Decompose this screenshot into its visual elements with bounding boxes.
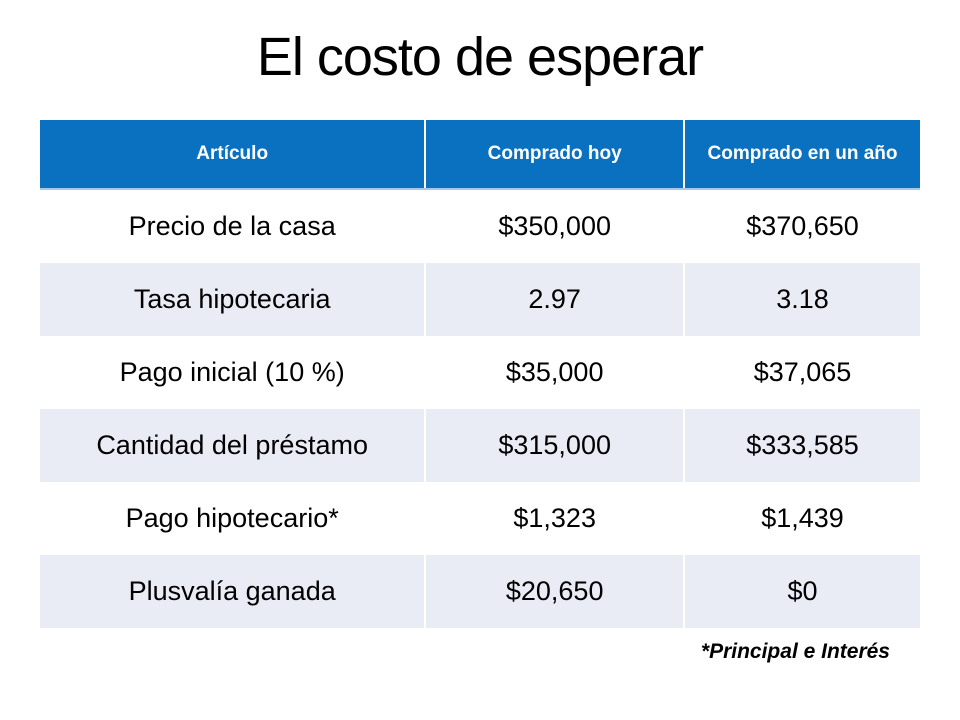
row-in-a-year-value: 3.18 [776,284,829,314]
row-in-a-year-value: $1,439 [761,503,844,533]
row-today-value: $20,650 [426,555,686,628]
row-today-value: 2.97 [426,263,686,336]
row-in-a-year-value: $333,585 [746,430,859,460]
cost-comparison-table: Artículo Comprado hoy Comprado en un año… [40,120,920,628]
slide-title: El costo de esperar [256,27,704,87]
table-row: Pago hipotecario* $1,323 $1,439 [40,482,920,555]
row-in-a-year-value: $37,065 [753,357,852,387]
row-in-a-year-value: $0 [787,576,818,606]
row-item-label: Tasa hipotecaria [40,263,427,336]
row-in-a-year-value: $370,650 [746,211,859,241]
row-item-label: Cantidad del préstamo [40,409,427,482]
row-item-label: Pago inicial (10 %) [40,336,427,409]
row-item-label: Plusvalía ganada [40,555,427,628]
row-today-value: $350,000 [426,190,686,263]
footnote: *Principal e Interés [700,640,890,663]
table-row: Pago inicial (10 %) $35,000 $37,065 [40,336,920,409]
row-today-value: $35,000 [426,336,686,409]
table-row: Plusvalía ganada $20,650 $0 [40,555,920,628]
table-row: Cantidad del préstamo $315,000 $333,585 [40,409,920,482]
table-row: Tasa hipotecaria 2.97 3.18 [40,263,920,336]
row-item-label: Pago hipotecario* [40,482,427,555]
column-header-item: Artículo [40,120,427,188]
column-header-bought-in-a-year: Comprado en un año [707,143,898,164]
column-header-bought-today: Comprado hoy [426,120,686,188]
row-today-value: $1,323 [426,482,686,555]
table-row: Precio de la casa $350,000 $370,650 [40,190,920,263]
table-header-row: Artículo Comprado hoy Comprado en un año [40,120,920,190]
row-today-value: $315,000 [426,409,686,482]
row-item-label: Precio de la casa [40,190,427,263]
